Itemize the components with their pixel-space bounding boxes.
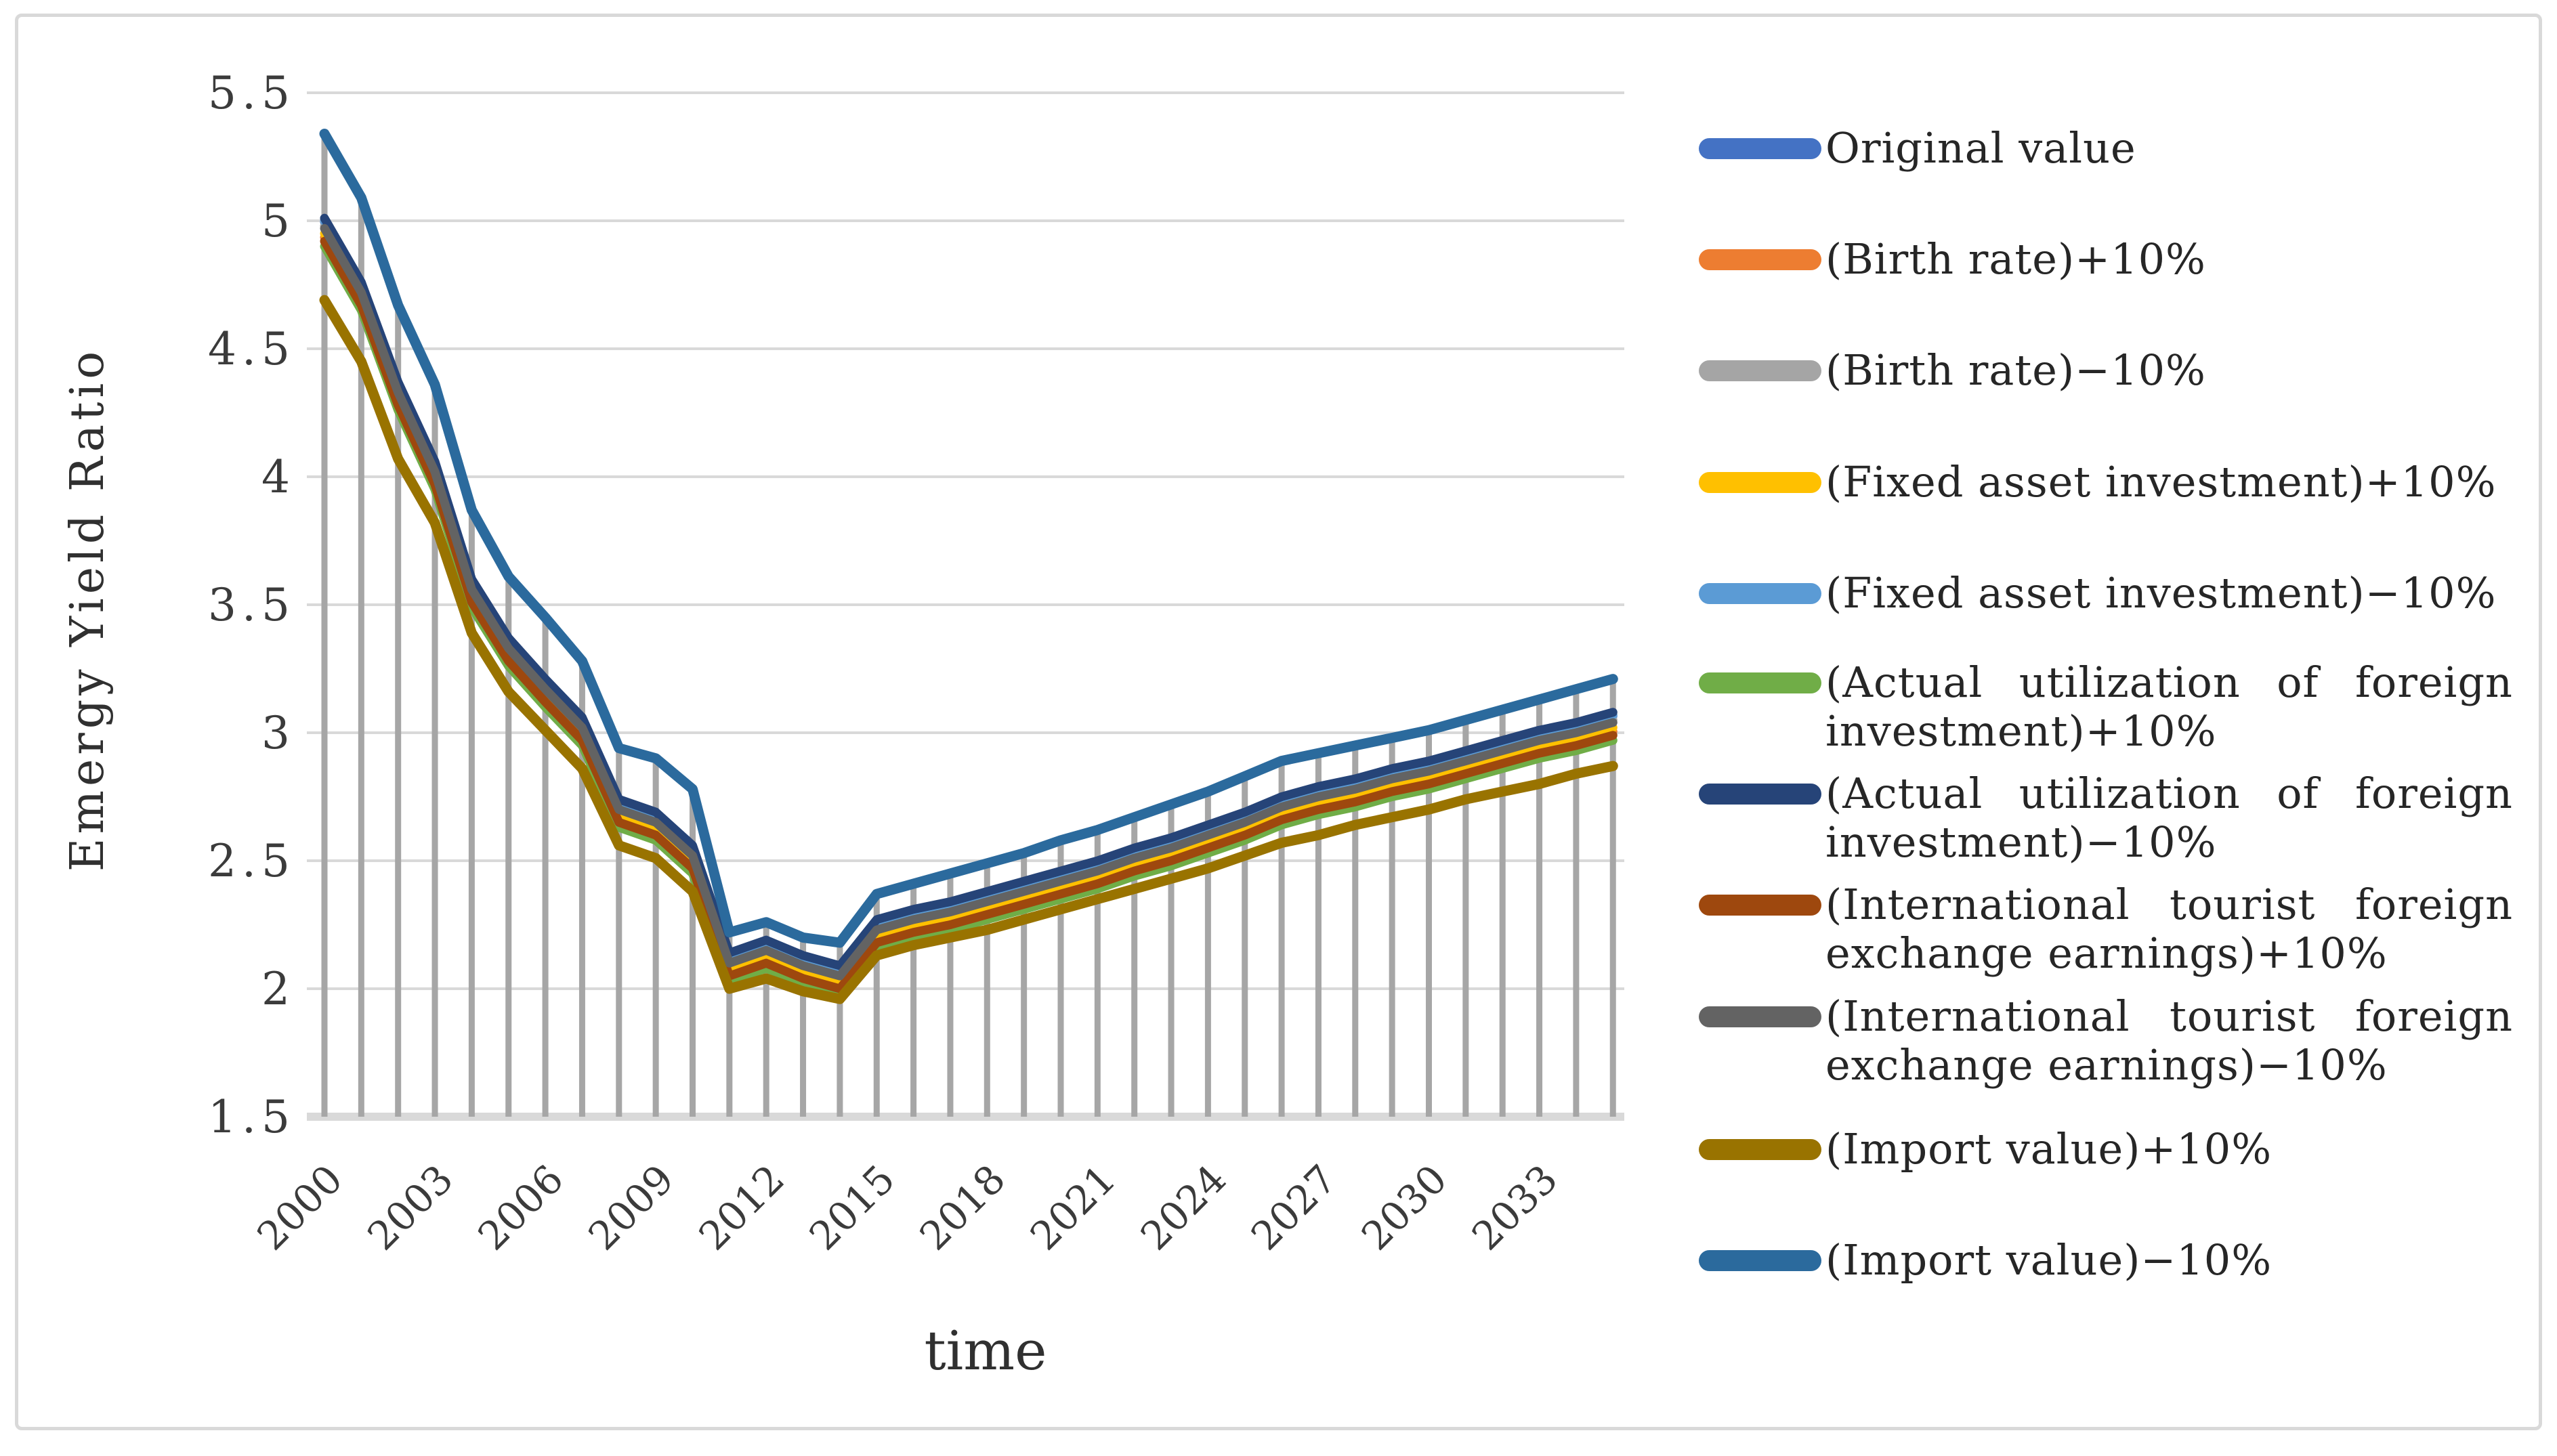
series-line [320,213,1618,970]
x-tick-label: 2033 [1463,1156,1566,1259]
x-axis-title: time [925,1319,1047,1382]
x-tick-label: 2030 [1353,1156,1456,1259]
x-tick-label: 2027 [1242,1156,1345,1259]
y-tick-labels: 1.5 2 2.5 3 3.5 4 4.5 5 5.5 [208,67,295,1143]
droplines [321,133,1616,1117]
series-line [319,295,1618,1004]
series-line [319,129,1618,948]
x-tick-label: 2012 [690,1156,793,1259]
y-tick-label: 4 [261,451,295,503]
x-tick-label: 2006 [469,1156,572,1259]
x-tick-label: 2024 [1132,1156,1235,1259]
x-tick-label: 2018 [911,1156,1014,1259]
y-tick-label: 5.5 [208,67,295,119]
x-tick-label: 2015 [801,1156,904,1259]
x-tick-label: 2000 [248,1156,351,1259]
y-tick-label: 1.5 [208,1091,295,1143]
y-tick-label: 3.5 [208,579,295,631]
x-tick-label: 2009 [580,1156,683,1259]
series-line [320,223,1618,981]
x-tick-label: 2021 [1021,1156,1124,1259]
series-lines [319,129,1618,1004]
y-tick-label: 5 [261,195,295,247]
y-tick-label: 3 [261,707,295,759]
series-line [320,236,1618,993]
series-line [320,216,1618,973]
y-tick-label: 2.5 [208,835,295,887]
gridlines [307,91,1624,1121]
y-tick-label: 4.5 [208,323,295,375]
x-tick-labels: 2000 2003 2006 2009 2012 2015 2018 2021 2024 2027… [248,1156,1566,1259]
y-axis-title: Emergy Yield Ratio [61,347,114,872]
series-line [320,242,1618,999]
series-line [320,217,1618,975]
x-tick-label: 2003 [358,1156,461,1259]
y-tick-label: 2 [261,963,295,1015]
